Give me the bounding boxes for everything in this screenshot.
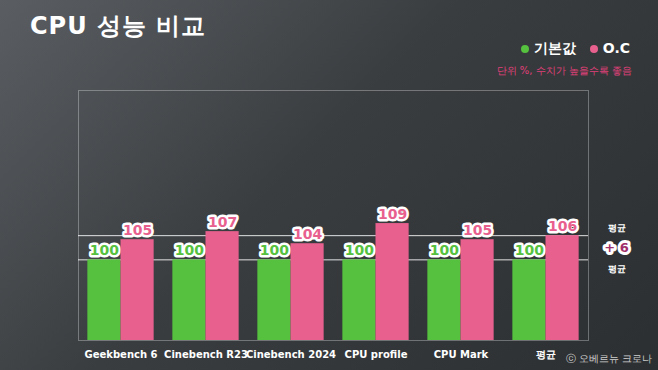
svg-text:107: 107 bbox=[208, 214, 237, 230]
html-text:기본값: 기본값 bbox=[533, 40, 576, 56]
svg-text:CPU Mark: CPU Mark bbox=[434, 349, 489, 360]
svg-text:105: 105 bbox=[463, 222, 492, 238]
svg-text:평균: 평균 bbox=[608, 223, 626, 233]
svg-text:Cinebench R23: Cinebench R23 bbox=[164, 349, 248, 360]
html-text:CPU 성능 비교: CPU 성능 비교 bbox=[30, 12, 207, 40]
html-text:O.C: O.C bbox=[602, 40, 630, 56]
svg-text:105: 105 bbox=[123, 222, 152, 238]
svg-text:100: 100 bbox=[345, 242, 374, 258]
html-text:단위 %, 수치가 높을수록 좋음: 단위 %, 수치가 높을수록 좋음 bbox=[496, 65, 632, 76]
svg-text:106: 106 bbox=[548, 218, 577, 234]
svg-text:평균: 평균 bbox=[608, 264, 626, 274]
svg-text:CPU profile: CPU profile bbox=[345, 349, 408, 360]
svg-text:100: 100 bbox=[515, 242, 544, 258]
svg-text:+ 6: + 6 bbox=[604, 240, 628, 255]
svg-text:100: 100 bbox=[90, 242, 119, 258]
svg-text:평균: 평균 bbox=[536, 349, 556, 360]
svg-text:104: 104 bbox=[293, 226, 322, 242]
svg-text:100: 100 bbox=[175, 242, 204, 258]
svg-text:109: 109 bbox=[378, 206, 407, 222]
svg-text:100: 100 bbox=[430, 242, 459, 258]
html-text:ⓒ 오베르뉴 크로나: ⓒ 오베르뉴 크로나 bbox=[565, 353, 652, 364]
svg-text:Geekbench 6: Geekbench 6 bbox=[85, 349, 158, 360]
svg-text:Cinebench 2024: Cinebench 2024 bbox=[246, 349, 336, 360]
svg-text:100: 100 bbox=[260, 242, 289, 258]
